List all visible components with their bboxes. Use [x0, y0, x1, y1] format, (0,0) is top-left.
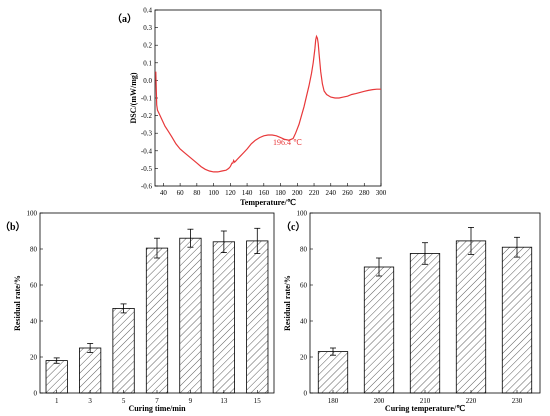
panel-a-x-tick-label: 80 — [193, 189, 201, 197]
panel-c-x-tick-label: 210 — [420, 397, 431, 405]
panel-b-label: （b） — [0, 220, 26, 233]
panel-b-x-tick-label: 7 — [155, 397, 159, 405]
panel-b-y-tick-label: 40 — [30, 318, 38, 326]
panel-a-y-tick-label: 0.2 — [143, 42, 152, 50]
panel-a-x-tick-label: 220 — [309, 189, 320, 197]
panel-c-y-tick-label: 100 — [297, 210, 308, 218]
panel-b-bar — [212, 241, 235, 394]
panel-c-x-axis-label: Curing temperature/℃ — [385, 404, 465, 413]
panel-a-y-axis-label: DSC/(mW/mg) — [129, 72, 138, 123]
panel-c-bar — [409, 253, 441, 394]
panel-c-x-tick-label: 200 — [374, 397, 385, 405]
panel-b-x-axis-label: Curing time/min — [128, 404, 186, 413]
panel-a-y-tick-label: -0.6 — [141, 183, 153, 191]
panel-b-y-tick-label: 0 — [34, 390, 38, 398]
panel-a-dsc-line — [155, 34, 381, 173]
panel-b-bar — [112, 307, 135, 394]
panel-b-bar — [79, 347, 102, 394]
panel-a-x-axis-label: Temperature/℃ — [240, 198, 296, 207]
panel-a-x-tick-label: 300 — [376, 189, 387, 197]
panel-c-bar — [501, 246, 533, 394]
panel-b-x-tick-label: 13 — [220, 397, 228, 405]
panel-b-x-tick-label: 5 — [122, 397, 126, 405]
panel-a-peak-annotation: 196.4 ℃ — [273, 138, 302, 147]
panel-b-x-tick-label: 15 — [254, 397, 262, 405]
panel-a-x-tick-label: 200 — [292, 189, 303, 197]
panel-b-x-tick-label: 1 — [55, 397, 59, 405]
panel-a-y-tick-label: -0.4 — [141, 147, 153, 155]
panel-c-y-axis-label: Residual rate/% — [283, 275, 292, 331]
panel-c-y-tick-label: 60 — [300, 282, 308, 290]
panel-b-bar — [45, 360, 68, 394]
panel-b-x-tick-label: 3 — [88, 397, 92, 405]
panel-c-label: （c） — [281, 220, 305, 233]
panel-b-y-tick-label: 80 — [30, 246, 38, 254]
panel-a-x-tick-label: 120 — [225, 189, 236, 197]
panel-c-bar — [363, 266, 395, 394]
panel-a-x-tick-label: 140 — [242, 189, 253, 197]
panel-a-x-tick-label: 180 — [275, 189, 286, 197]
panel-b-y-tick-label: 20 — [30, 354, 38, 362]
panel-b-bar — [145, 247, 169, 394]
panel-a-x-tick-label: 160 — [259, 189, 270, 197]
panel-a-y-tick-label: 0.4 — [143, 7, 152, 15]
panel-a-y-tick-label: -0.1 — [141, 95, 153, 103]
panel-c-x-tick-label: 220 — [466, 397, 477, 405]
panel-b-y-tick-label: 60 — [30, 282, 38, 290]
panel-c-y-tick-label: 0 — [304, 390, 308, 398]
panel-b-bar — [246, 240, 269, 394]
panel-c-x-tick-label: 230 — [512, 397, 523, 405]
panel-c-bar — [455, 240, 487, 394]
panel-b-x-tick-label: 9 — [189, 397, 193, 405]
panel-c-y-tick-label: 40 — [300, 318, 308, 326]
panel-a-x-tick-label: 240 — [326, 189, 337, 197]
panel-b-y-axis-label: Residual rate/% — [13, 275, 22, 331]
panel-c-y-tick-label: 20 — [300, 354, 308, 362]
panel-a-y-tick-label: 0.1 — [143, 59, 152, 67]
panel-a-x-tick-label: 100 — [208, 189, 219, 197]
panel-c-x-tick-label: 180 — [328, 397, 339, 405]
panel-a-y-tick-label: -0.5 — [141, 165, 153, 173]
panel-c-y-tick-label: 80 — [300, 246, 308, 254]
panel-b-y-tick-label: 100 — [27, 210, 38, 218]
panel-a-frame — [154, 9, 382, 187]
panel-a-y-tick-label: 0.3 — [143, 24, 152, 32]
panel-b-bar — [179, 237, 202, 394]
panel-a-y-tick-label: -0.3 — [141, 130, 153, 138]
panel-c-bar — [317, 351, 349, 394]
panel-a-x-tick-label: 280 — [359, 189, 370, 197]
panel-a-y-tick-label: -0.2 — [141, 112, 153, 120]
panel-a-y-tick-label: 0.0 — [143, 77, 152, 85]
panel-a-x-tick-label: 60 — [177, 189, 185, 197]
panel-a-label: （a） — [112, 12, 137, 25]
panel-a-x-tick-label: 260 — [342, 189, 353, 197]
panel-a-x-tick-label: 40 — [160, 189, 168, 197]
